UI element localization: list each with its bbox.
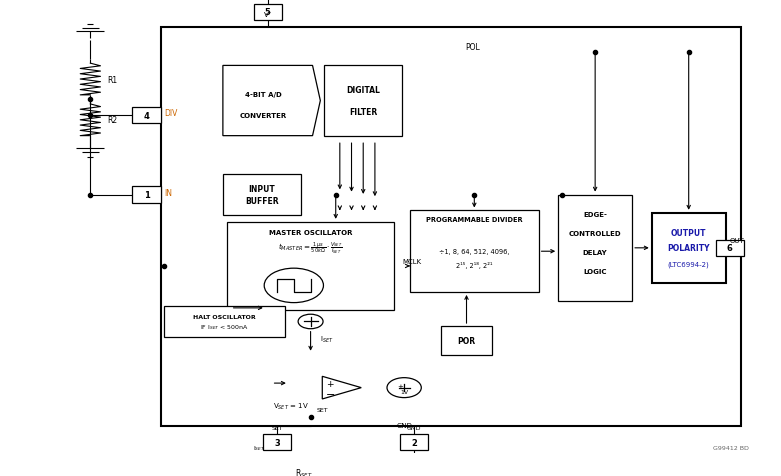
Bar [223, 175, 301, 216]
Text: 3: 3 [275, 437, 280, 446]
Text: 4: 4 [144, 111, 149, 120]
Text: POL: POL [465, 43, 480, 52]
Text: −: − [326, 389, 335, 399]
Text: POLARITY: POLARITY [668, 244, 710, 253]
Text: FILTER: FILTER [349, 108, 377, 116]
Text: MCLK: MCLK [402, 259, 421, 265]
Text: 1V: 1V [400, 389, 408, 394]
Text: 5: 5 [265, 9, 271, 18]
Text: I$_{SET}$: I$_{SET}$ [320, 334, 333, 344]
Bar [226, 222, 394, 310]
Text: LOGIC: LOGIC [583, 268, 607, 275]
Text: V⁺: V⁺ [263, 12, 272, 18]
Bar [400, 434, 428, 450]
Text: R2: R2 [108, 116, 118, 125]
Text: I$_{SET}$: I$_{SET}$ [253, 444, 266, 452]
Bar [161, 28, 741, 426]
Bar [441, 327, 492, 356]
Text: IN: IN [165, 188, 173, 198]
Text: OUT: OUT [730, 237, 745, 243]
Text: (LTC6994-2): (LTC6994-2) [668, 260, 710, 267]
Text: +: + [326, 379, 333, 388]
Text: ÷1, 8, 64, 512, 4096,: ÷1, 8, 64, 512, 4096, [439, 248, 509, 255]
Polygon shape [223, 66, 320, 136]
Text: INPUT: INPUT [248, 185, 275, 194]
Bar [324, 66, 402, 136]
Text: SET: SET [317, 407, 329, 413]
Bar [165, 306, 285, 337]
Text: DIGITAL: DIGITAL [346, 86, 380, 95]
Text: 6: 6 [726, 244, 733, 253]
Text: MASTER OSCILLATOR: MASTER OSCILLATOR [269, 229, 352, 235]
Text: DIV: DIV [165, 109, 178, 118]
Text: HALT OSCILLATOR: HALT OSCILLATOR [194, 314, 256, 319]
Text: V$_{SET}$ = 1V: V$_{SET}$ = 1V [273, 401, 309, 411]
Text: 4-BIT A/D: 4-BIT A/D [245, 91, 282, 97]
Text: CONVERTER: CONVERTER [240, 112, 287, 119]
Text: +: + [398, 383, 403, 389]
Text: 2¹⁵, 2¹⁸, 2²¹: 2¹⁵, 2¹⁸, 2²¹ [456, 262, 493, 269]
Text: EDGE-: EDGE- [583, 211, 607, 217]
Text: GND: GND [396, 422, 412, 428]
Text: PROGRAMMABLE DIVIDER: PROGRAMMABLE DIVIDER [426, 217, 522, 223]
Text: CONTROLLED: CONTROLLED [569, 230, 622, 237]
Text: $t_{MASTER} = \frac{1\mu s}{50k\Omega} \cdot \frac{V_{SET}}{I_{SET}}$: $t_{MASTER} = \frac{1\mu s}{50k\Omega} \… [278, 239, 343, 255]
Bar [651, 213, 726, 283]
Bar [410, 211, 539, 292]
Bar [254, 5, 282, 21]
Bar [263, 434, 291, 450]
Text: GND: GND [407, 426, 421, 431]
Text: R$_{SET}$: R$_{SET}$ [294, 466, 312, 476]
Bar [133, 108, 161, 124]
Text: OUTPUT: OUTPUT [671, 228, 707, 238]
Text: IF I$_{SET}$ < 500nA: IF I$_{SET}$ < 500nA [201, 323, 249, 332]
Bar [558, 195, 632, 301]
Bar [133, 187, 161, 203]
Bar [715, 240, 744, 257]
Text: DELAY: DELAY [583, 249, 608, 256]
Text: 2: 2 [411, 437, 417, 446]
Text: POR: POR [458, 337, 476, 346]
Text: G99412 BD: G99412 BD [713, 445, 749, 450]
Text: R1: R1 [108, 75, 118, 84]
Text: BUFFER: BUFFER [245, 197, 279, 206]
Text: 1: 1 [144, 191, 149, 199]
Text: SET: SET [272, 426, 284, 431]
Polygon shape [323, 377, 362, 399]
